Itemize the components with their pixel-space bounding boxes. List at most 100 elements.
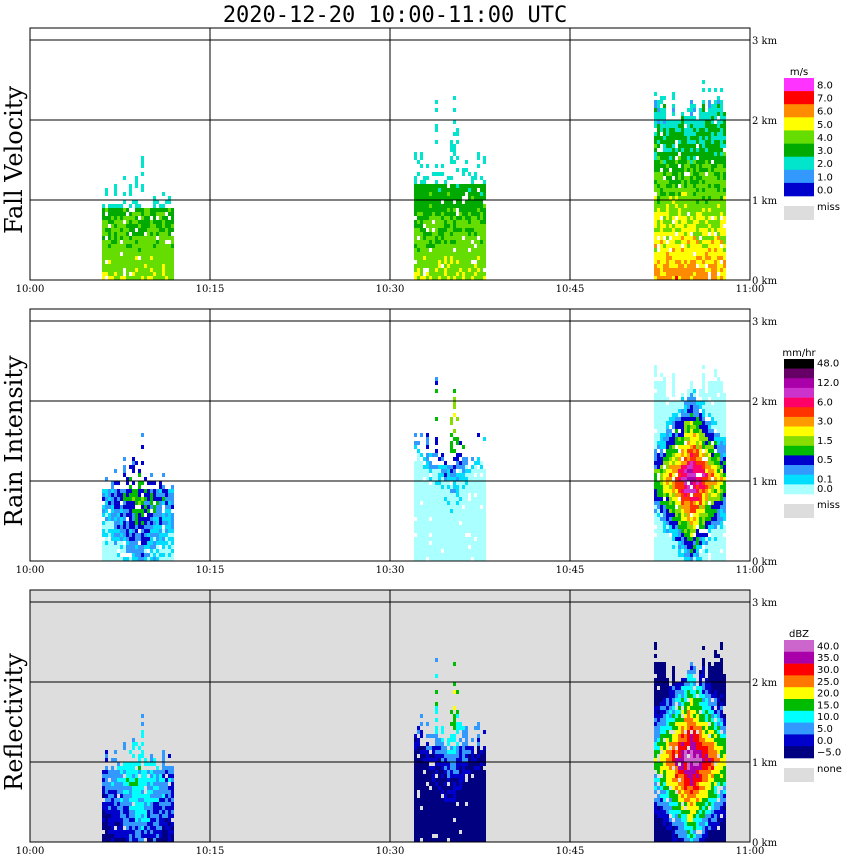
legend-swatch xyxy=(784,465,814,475)
legend-value: 8.0 xyxy=(817,81,833,92)
legend-value: 1.0 xyxy=(817,172,833,183)
panel-rain-intensity: Rain Intensity 3 km 2 km 1 km 0 km 10:00 10:15… xyxy=(0,308,840,576)
legend-value: 1.5 xyxy=(817,436,833,447)
time-tick-label: 10:30 xyxy=(376,284,405,295)
y-axis-label: Fall Velocity xyxy=(0,86,28,235)
plot-frame xyxy=(29,27,751,281)
echo-cells xyxy=(102,80,726,280)
legend-swatch xyxy=(784,407,814,418)
time-tick-label: 10:00 xyxy=(16,565,45,576)
time-tick-label: 10:30 xyxy=(376,846,405,857)
time-tick-label: 10:45 xyxy=(556,846,585,857)
legend-miss-label: none xyxy=(817,764,842,775)
plot-frame xyxy=(29,308,751,562)
time-tick-label: 10:15 xyxy=(196,284,225,295)
legend-swatch xyxy=(784,455,814,466)
legend-swatch xyxy=(784,169,814,184)
legend-swatch xyxy=(784,640,814,653)
legend-swatch xyxy=(784,484,814,495)
height-tick-label: 0 km xyxy=(752,838,778,849)
time-tick-label: 11:00 xyxy=(736,284,765,295)
time-tick-label: 10:30 xyxy=(376,565,405,576)
legend-miss-swatch xyxy=(784,206,814,220)
height-tick-label: 0 km xyxy=(752,557,778,568)
legend-value: 7.0 xyxy=(817,94,833,105)
legend-value: 30.0 xyxy=(817,665,839,676)
height-tick-label: 3 km xyxy=(752,317,778,328)
legend-value: 3.0 xyxy=(817,417,833,428)
legend-swatch xyxy=(784,687,814,700)
legend-swatch xyxy=(784,734,814,747)
legend-value: 0.5 xyxy=(817,455,833,466)
height-tick-label: 3 km xyxy=(752,36,778,47)
legend-swatch xyxy=(784,746,814,759)
legend-swatch xyxy=(784,663,814,676)
time-tick-label: 10:45 xyxy=(556,565,585,576)
legend-value: 20.0 xyxy=(817,689,839,700)
chart-title: 2020-12-20 10:00-11:00 UTC xyxy=(223,3,567,28)
panel-reflectivity: Reflectivity 3 km 2 km 1 km 0 km 10:00 10:15 10… xyxy=(0,589,842,857)
legend-unit: mm/hr xyxy=(782,348,816,359)
echo-cells xyxy=(102,642,726,842)
legend-swatch xyxy=(784,474,814,485)
legend-value: 5.0 xyxy=(817,724,833,735)
height-tick-label: 2 km xyxy=(752,397,778,408)
legend-unit: m/s xyxy=(790,67,808,78)
legend-value: 48.0 xyxy=(817,359,839,370)
legend-swatch xyxy=(784,368,814,379)
legend-miss-swatch xyxy=(784,504,814,518)
legend-swatch xyxy=(784,675,814,688)
legend-swatch xyxy=(784,359,814,369)
color-legend: m/s 8.0 7.0 6.0 5.0 4.0 3.0 2.0 1.0 0.0 miss xyxy=(784,67,840,220)
legend-unit: dBZ xyxy=(789,629,809,640)
height-tick-label: 1 km xyxy=(752,196,778,207)
y-axis-label: Rain Intensity xyxy=(0,355,28,527)
legend-swatch xyxy=(784,426,814,437)
time-tick-label: 11:00 xyxy=(736,565,765,576)
legend-value: 4.0 xyxy=(817,133,833,144)
legend-swatch xyxy=(784,91,814,105)
time-tick-label: 10:15 xyxy=(196,846,225,857)
legend-value: 0.0 xyxy=(817,484,833,495)
height-tick-label: 3 km xyxy=(752,598,778,609)
time-tick-label: 10:15 xyxy=(196,565,225,576)
height-tick-label: 1 km xyxy=(752,477,778,488)
legend-value: 6.0 xyxy=(817,397,833,408)
plot-frame xyxy=(29,589,751,843)
legend-value: 3.0 xyxy=(817,146,833,157)
legend-swatch xyxy=(784,710,814,723)
legend-value: 10.0 xyxy=(817,712,839,723)
legend-swatch xyxy=(784,130,814,144)
legend-swatch xyxy=(784,699,814,712)
height-tick-label: 0 km xyxy=(752,276,778,287)
legend-swatch xyxy=(784,436,814,446)
legend-value: 0.1 xyxy=(817,474,833,485)
echo-cells xyxy=(102,365,726,561)
time-tick-label: 10:00 xyxy=(16,284,45,295)
panel-fall-velocity: Fall Velocity 3 km 2 km 1 km 0 km 10:00 10:15 1… xyxy=(0,27,840,295)
legend-swatch xyxy=(784,397,814,408)
legend-value: −5.0 xyxy=(817,748,841,759)
legend-miss-swatch xyxy=(784,768,814,782)
legend-swatch xyxy=(784,104,814,118)
legend-value: 5.0 xyxy=(817,120,833,131)
legend-value: 25.0 xyxy=(817,677,839,688)
legend-swatch xyxy=(784,722,814,735)
time-tick-label: 11:00 xyxy=(736,846,765,857)
legend-swatch xyxy=(784,416,814,427)
legend-swatch xyxy=(784,445,814,456)
legend-miss-label: miss xyxy=(817,202,840,213)
legend-value: 6.0 xyxy=(817,107,833,118)
legend-value: 40.0 xyxy=(817,641,839,652)
legend-swatch xyxy=(784,156,814,171)
height-tick-label: 1 km xyxy=(752,758,778,769)
legend-value: 12.0 xyxy=(817,378,839,389)
legend-swatch xyxy=(784,387,814,398)
legend-value: 15.0 xyxy=(817,700,839,711)
color-legend: dBZ 40.035.030.025.020.015.010.05.00.0−5.… xyxy=(784,629,842,782)
legend-miss-label: miss xyxy=(817,500,840,511)
legend-swatch xyxy=(784,78,814,92)
legend-swatch xyxy=(784,182,814,197)
